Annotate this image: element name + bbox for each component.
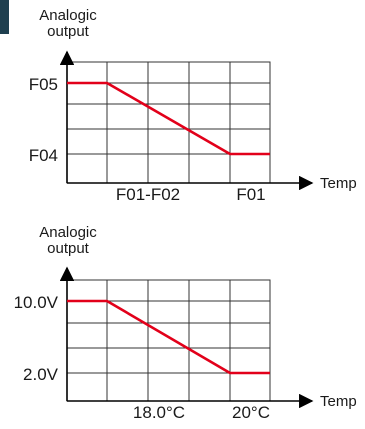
diagram-2-y-high-label: 10.0V [14,293,59,312]
diagram-1: Analogic output F05 F04 F01-F02 F01 Temp [29,7,357,204]
diagram-1-grid [66,61,271,184]
diagram-1-output-curve [67,81,270,156]
diagram-2-output-curve [67,299,270,375]
diagram-2-y-low-label: 2.0V [23,365,59,384]
diagram-1-y-low-label: F04 [29,146,58,165]
diagram-2-y-axis-label-line1: Analogic [39,224,97,241]
diagram-2-x-axis-label: Temp [320,393,357,410]
diagram-1-x-high-label: F01 [236,185,265,204]
section-marker [0,0,9,34]
diagram-2-y-axis-label-line2: output [47,240,90,257]
diagram-1-y-high-label: F05 [29,75,58,94]
diagram-2: Analogic output 10.0V 2.0V 18.0°C 20°C T… [14,224,357,422]
diagram-2-x-high-label: 20°C [232,403,270,422]
diagram-2-grid [66,279,271,402]
diagram-1-y-axis-label-line1: Analogic [39,7,97,24]
diagram-1-y-axis-label-line2: output [47,23,90,40]
diagram-1-x-axis-label: Temp [320,175,357,192]
diagram-2-x-low-label: 18.0°C [133,403,185,422]
diagram-1-x-low-label: F01-F02 [116,185,180,204]
